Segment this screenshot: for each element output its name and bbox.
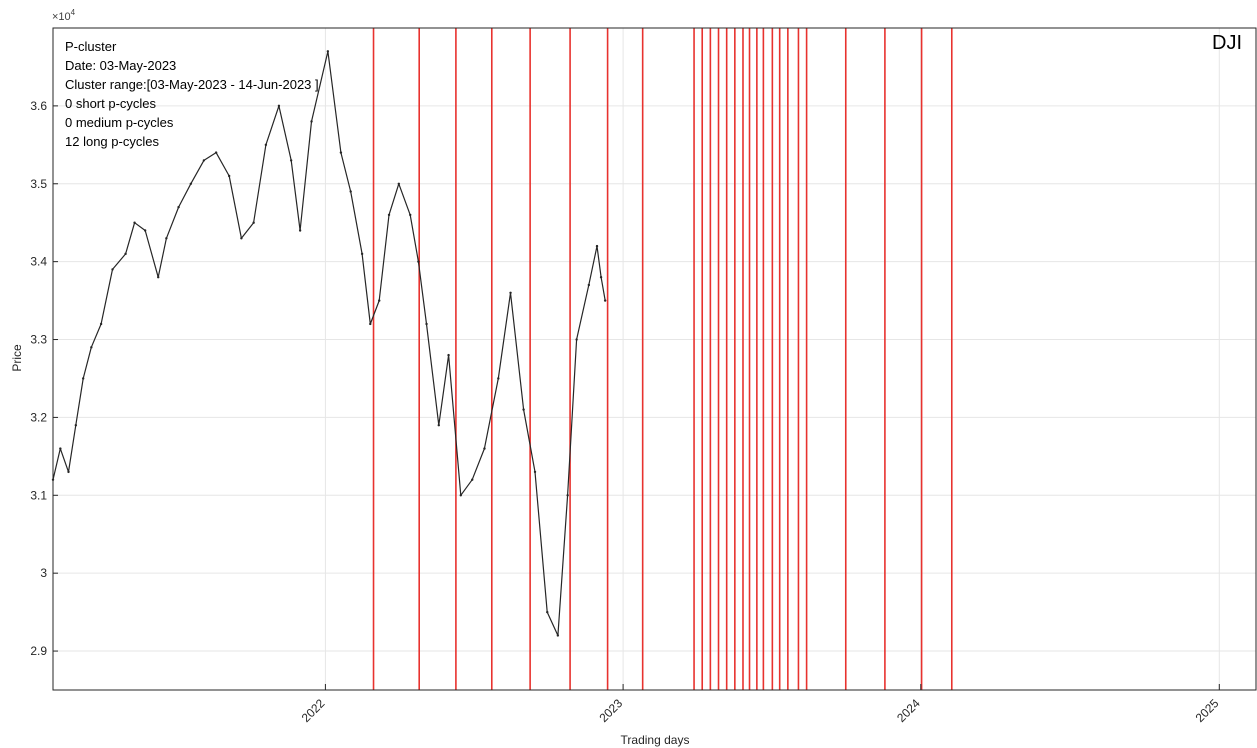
y-tick-label: 3.2 <box>30 410 47 424</box>
price-point <box>471 478 474 481</box>
x-tick-label: 2025 <box>1193 696 1222 725</box>
price-point <box>603 299 607 302</box>
price-point <box>326 50 330 53</box>
price-point <box>387 213 391 217</box>
series-layer <box>51 50 607 637</box>
price-point <box>595 244 599 248</box>
ticker-label: DJI <box>1212 32 1242 54</box>
price-point <box>298 229 302 232</box>
price-point <box>189 182 193 185</box>
annotation-line: 0 medium p-cycles <box>65 115 174 130</box>
price-point <box>417 260 420 263</box>
price-point <box>546 610 549 614</box>
y-tick-label: 3.6 <box>30 99 47 113</box>
y-exponent-label: ×104 <box>52 8 76 23</box>
plot-frame <box>52 27 1257 691</box>
price-point <box>378 299 381 302</box>
price-point <box>111 268 114 271</box>
price-point <box>74 424 78 427</box>
event-lines <box>372 28 953 690</box>
y-tick-label: 3.5 <box>30 177 47 191</box>
price-point <box>497 377 500 380</box>
price-point <box>99 322 103 326</box>
price-point <box>252 221 255 224</box>
price-point <box>90 346 93 349</box>
price-point <box>289 159 293 162</box>
annotation-line: 12 long p-cycles <box>65 134 159 149</box>
price-point <box>277 104 281 108</box>
price-point <box>533 470 537 474</box>
price-point <box>575 338 578 341</box>
y-tick-label: 3.3 <box>30 333 47 347</box>
price-point <box>483 447 486 450</box>
price-point <box>447 353 450 357</box>
price-point <box>437 424 440 427</box>
price-point <box>81 377 85 380</box>
y-axis-label: Price <box>10 344 24 372</box>
price-point <box>459 494 462 497</box>
annotation-line: Cluster range:[03-May-2023 - 14-Jun-2023… <box>65 77 319 92</box>
price-point <box>369 322 372 326</box>
price-point <box>599 276 603 279</box>
x-tick-label: 2024 <box>894 696 923 725</box>
price-point <box>425 322 428 326</box>
x-tick-label: 2023 <box>596 696 625 725</box>
price-point <box>556 634 560 637</box>
x-axis-label: Trading days <box>621 733 690 747</box>
x-tick-label: 2022 <box>299 696 328 725</box>
grid <box>53 28 1256 690</box>
price-point <box>360 252 364 256</box>
price-point <box>566 494 569 497</box>
price-point <box>133 221 136 224</box>
price-point <box>157 276 160 279</box>
y-tick-label: 2.9 <box>30 644 47 658</box>
price-point <box>349 190 352 193</box>
price-point <box>124 252 127 256</box>
annotation-box: P-cluster Date: 03-May-2023 Cluster rang… <box>65 39 319 149</box>
price-point <box>67 470 70 474</box>
annotation-line: Date: 03-May-2023 <box>65 58 176 73</box>
y-tick-label: 3.1 <box>30 488 47 502</box>
price-point <box>409 213 412 217</box>
annotation-line: 0 short p-cycles <box>65 96 157 111</box>
price-point <box>165 237 168 240</box>
annotation-line: P-cluster <box>65 39 117 54</box>
price-point <box>177 205 180 209</box>
price-point <box>240 237 243 240</box>
price-point <box>587 283 591 287</box>
price-point <box>522 408 525 411</box>
price-point <box>310 120 313 123</box>
price-point <box>143 229 147 232</box>
y-tick-label: 3 <box>40 566 47 580</box>
y-axis: 2.9 3 3.1 3.2 3.3 3.4 3.5 3.6 <box>30 99 58 658</box>
price-point <box>397 182 401 185</box>
price-point <box>264 143 268 147</box>
price-point <box>509 291 512 294</box>
y-tick-label: 3.4 <box>30 255 47 269</box>
price-point <box>59 447 62 450</box>
price-point <box>339 151 343 154</box>
price-point <box>214 151 218 154</box>
price-point <box>227 174 231 178</box>
price-point <box>202 159 206 162</box>
